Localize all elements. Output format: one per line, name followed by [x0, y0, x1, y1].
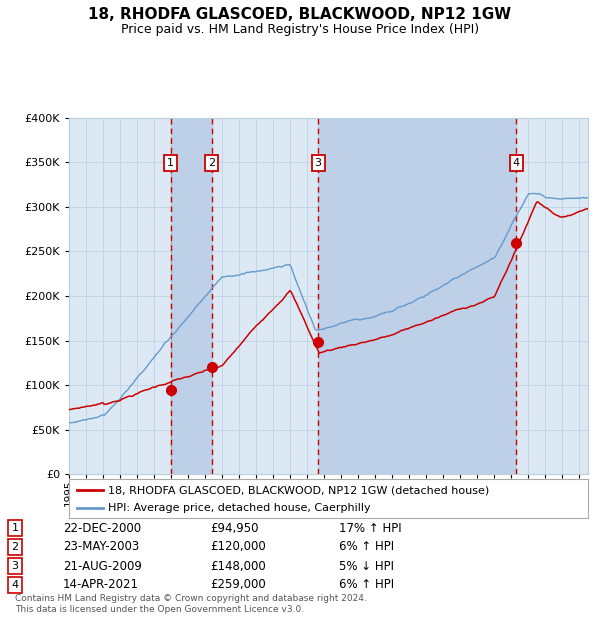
Text: 14-APR-2021: 14-APR-2021 [63, 578, 139, 591]
Text: 2: 2 [11, 542, 19, 552]
Text: 22-DEC-2000: 22-DEC-2000 [63, 522, 141, 534]
Text: This data is licensed under the Open Government Licence v3.0.: This data is licensed under the Open Gov… [15, 604, 304, 614]
Text: 21-AUG-2009: 21-AUG-2009 [63, 560, 142, 572]
Text: £120,000: £120,000 [210, 541, 266, 553]
Text: 1: 1 [11, 523, 19, 533]
Text: 1: 1 [167, 158, 174, 168]
Text: 23-MAY-2003: 23-MAY-2003 [63, 541, 139, 553]
Text: £148,000: £148,000 [210, 560, 266, 572]
Text: Contains HM Land Registry data © Crown copyright and database right 2024.: Contains HM Land Registry data © Crown c… [15, 593, 367, 603]
Text: 5% ↓ HPI: 5% ↓ HPI [339, 560, 394, 572]
Bar [318, 118, 517, 474]
Text: 6% ↑ HPI: 6% ↑ HPI [339, 541, 394, 553]
Text: 4: 4 [513, 158, 520, 168]
Text: 4: 4 [11, 580, 19, 590]
Text: 2: 2 [208, 158, 215, 168]
Text: 17% ↑ HPI: 17% ↑ HPI [339, 522, 401, 534]
Text: 3: 3 [314, 158, 322, 168]
Text: 6% ↑ HPI: 6% ↑ HPI [339, 578, 394, 591]
Text: 18, RHODFA GLASCOED, BLACKWOOD, NP12 1GW: 18, RHODFA GLASCOED, BLACKWOOD, NP12 1GW [88, 7, 512, 22]
Text: HPI: Average price, detached house, Caerphilly: HPI: Average price, detached house, Caer… [108, 503, 371, 513]
Bar [170, 118, 212, 474]
Text: £94,950: £94,950 [210, 522, 259, 534]
Text: Price paid vs. HM Land Registry's House Price Index (HPI): Price paid vs. HM Land Registry's House … [121, 23, 479, 36]
Text: 3: 3 [11, 561, 19, 571]
Text: 18, RHODFA GLASCOED, BLACKWOOD, NP12 1GW (detached house): 18, RHODFA GLASCOED, BLACKWOOD, NP12 1GW… [108, 485, 489, 495]
Text: £259,000: £259,000 [210, 578, 266, 591]
